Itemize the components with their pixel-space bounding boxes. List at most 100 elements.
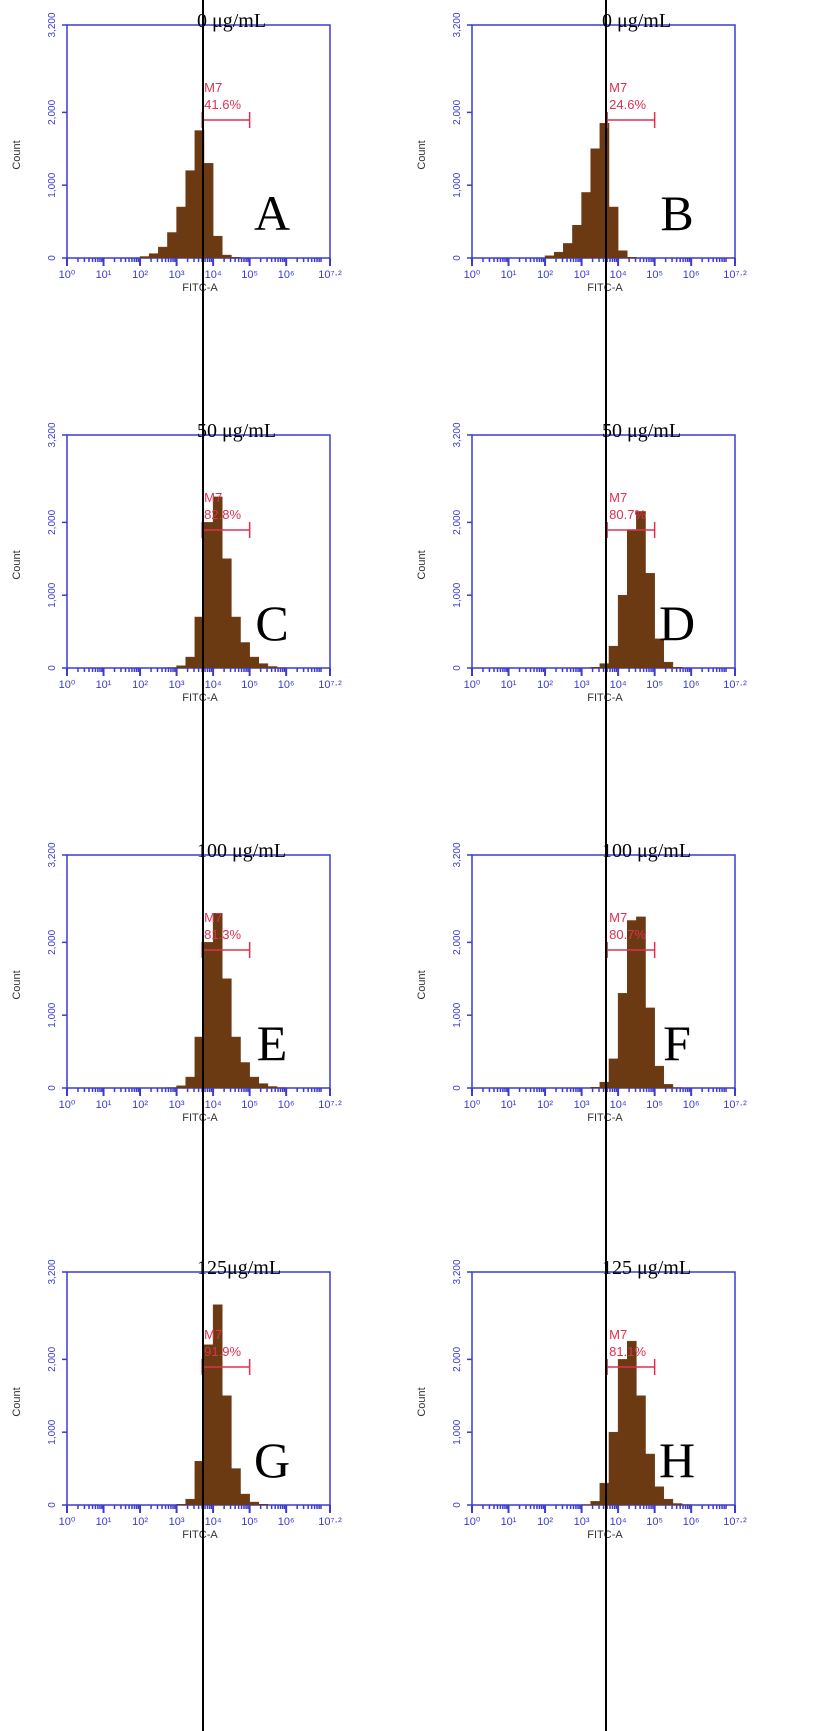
gate-percent: 91.9% <box>204 1344 241 1359</box>
y-tick-label: 2,000 <box>47 509 58 534</box>
x-tick-label: 10⁷·² <box>723 269 747 281</box>
x-tick-label: 10⁵ <box>646 1516 663 1528</box>
histogram-bar <box>231 1036 241 1089</box>
histogram-panel: 0 1,000 2,000 3,200 10⁰ 10¹ 10² 10³ 10⁴ 10⁵ 10⁶ 10⁷… <box>11 10 342 294</box>
y-tick-label: 3,200 <box>452 1259 463 1284</box>
x-tick-label: 10⁷·² <box>318 1099 342 1111</box>
x-tick-label: 10⁰ <box>59 679 76 691</box>
x-tick-label: 10² <box>537 1099 553 1111</box>
histogram-bar <box>599 1081 610 1089</box>
x-tick-label: 10³ <box>574 679 590 691</box>
y-tick-label: 1,000 <box>452 172 463 197</box>
gate-percent: 80.7% <box>609 927 646 942</box>
histogram-bar <box>590 148 601 259</box>
histogram-panel: 0 1,000 2,000 3,200 10⁰ 10¹ 10² 10³ 10⁴ 10⁵ 10⁶ 10⁷… <box>416 840 747 1124</box>
histogram-bar <box>249 1501 260 1506</box>
histogram-bar <box>608 645 619 669</box>
histogram-bar <box>590 1087 601 1089</box>
histogram-bar <box>626 257 637 259</box>
plot-area <box>471 434 736 669</box>
histogram-bar <box>599 123 610 259</box>
x-tick-label: 10⁰ <box>59 1516 76 1528</box>
histogram-bar <box>212 496 223 669</box>
x-tick-label: 10⁰ <box>464 679 481 691</box>
histogram-bar <box>203 522 214 669</box>
histogram-bar <box>249 656 260 669</box>
histogram-bar <box>654 638 665 669</box>
x-tick-label: 10² <box>537 269 553 281</box>
x-tick-label: 10⁰ <box>464 1099 481 1111</box>
panel-letter: A <box>254 185 290 241</box>
y-axis-label: Count <box>416 970 428 999</box>
histogram-bar <box>663 1084 674 1089</box>
concentration-label: 0 μg/mL <box>197 10 266 32</box>
histogram-bar <box>221 1395 232 1506</box>
histogram-bar <box>185 656 196 669</box>
concentration-label: 100 μg/mL <box>602 840 691 862</box>
y-tick-label: 1,000 <box>452 1419 463 1444</box>
x-tick-label: 10⁶ <box>278 1516 295 1528</box>
y-axis-label: Count <box>416 550 428 579</box>
concentration-label: 125μg/mL <box>197 1257 281 1279</box>
histogram-bar <box>231 1468 241 1506</box>
x-tick-label: 10¹ <box>501 679 517 691</box>
histogram-bar <box>645 573 655 669</box>
x-axis-label: FITC-A <box>182 1529 218 1541</box>
x-tick-label: 10² <box>537 1516 553 1528</box>
x-tick-label: 10² <box>132 1099 148 1111</box>
histogram-bar <box>185 170 196 259</box>
x-tick-label: 10¹ <box>96 269 112 281</box>
histogram-bar <box>663 1498 674 1506</box>
concentration-label: 50 μg/mL <box>197 420 276 442</box>
histogram-panel: 0 1,000 2,000 3,200 10⁰ 10¹ 10² 10³ 10⁴ 10⁵ 10⁶ 10⁷… <box>11 840 342 1124</box>
gate-percent: 41.6% <box>204 97 241 112</box>
histogram-bar <box>240 1493 250 1506</box>
x-tick-label: 10¹ <box>501 1516 517 1528</box>
plot-area <box>471 854 736 1089</box>
x-tick-label: 10⁴ <box>205 269 222 281</box>
y-tick-label: 1,000 <box>47 1419 58 1444</box>
y-tick-label: 3,200 <box>47 12 58 37</box>
histogram-bar <box>231 257 241 259</box>
x-tick-label: 10⁴ <box>610 679 627 691</box>
x-tick-label: 10⁶ <box>278 269 295 281</box>
histogram-panel: 0 1,000 2,000 3,200 10⁰ 10¹ 10² 10³ 10⁴ 10⁵ 10⁶ 10⁷… <box>416 1257 747 1541</box>
histogram-bar <box>212 235 223 259</box>
histogram-bar <box>553 251 564 259</box>
histogram-bar <box>185 1498 196 1506</box>
histogram-bar <box>626 920 637 1089</box>
histogram-bar <box>626 529 637 669</box>
histogram-bar <box>572 224 582 259</box>
y-axis-label: Count <box>11 970 23 999</box>
histogram-bar <box>645 1007 655 1089</box>
x-tick-label: 10⁷·² <box>318 269 342 281</box>
y-tick-label: 0 <box>47 255 58 261</box>
histogram-bar <box>167 232 177 259</box>
histogram-bar <box>636 511 646 669</box>
x-tick-label: 10⁶ <box>278 1099 295 1111</box>
histogram-bar <box>267 1086 278 1089</box>
x-axis-label: FITC-A <box>182 692 218 704</box>
histogram-bar <box>185 1076 196 1089</box>
x-tick-label: 10⁰ <box>464 1516 481 1528</box>
x-tick-label: 10³ <box>169 269 185 281</box>
x-tick-label: 10¹ <box>96 1099 112 1111</box>
x-tick-label: 10¹ <box>501 1099 517 1111</box>
histogram-bar <box>672 1503 683 1506</box>
histogram-bar <box>563 243 573 259</box>
y-tick-label: 1,000 <box>452 582 463 607</box>
x-tick-label: 10² <box>132 269 148 281</box>
concentration-label: 100 μg/mL <box>197 840 286 862</box>
histogram-bar <box>617 594 628 669</box>
y-tick-label: 1,000 <box>47 172 58 197</box>
histogram-bar <box>176 665 186 669</box>
gate-label: M7 <box>204 910 222 925</box>
y-tick-label: 2,000 <box>47 1346 58 1371</box>
y-tick-label: 2,000 <box>47 99 58 124</box>
y-tick-label: 0 <box>47 665 58 671</box>
x-tick-label: 10⁵ <box>646 679 663 691</box>
histogram-bar <box>258 1083 269 1089</box>
y-tick-label: 0 <box>452 255 463 261</box>
histogram-bar <box>672 667 683 669</box>
